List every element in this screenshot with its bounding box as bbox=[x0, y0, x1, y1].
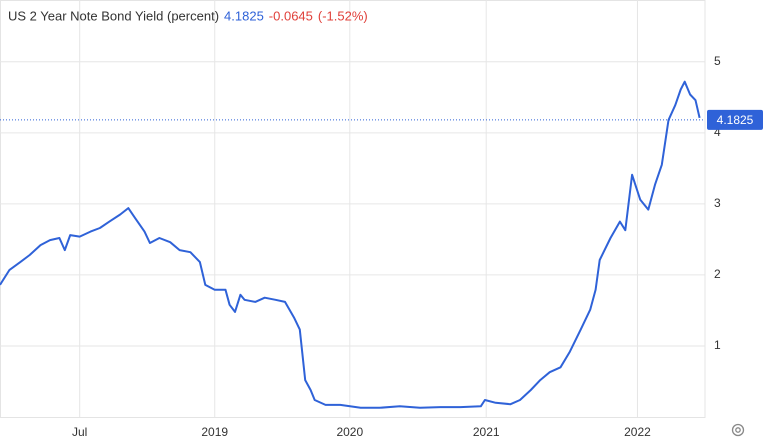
y-tick-label: 5 bbox=[714, 54, 721, 68]
settings-icon[interactable] bbox=[731, 423, 745, 437]
y-tick-label: 2 bbox=[714, 267, 721, 281]
y-tick-label: 1 bbox=[714, 338, 721, 352]
y-tick-label: 3 bbox=[714, 196, 721, 210]
change-percent: (-1.52%) bbox=[318, 8, 368, 23]
x-tick-label: 2022 bbox=[624, 425, 651, 439]
last-value-tag bbox=[707, 109, 763, 130]
chart-title: US 2 Year Note Bond Yield (percent) bbox=[8, 8, 219, 23]
series-line bbox=[0, 80, 701, 409]
last-value: 4.1825 bbox=[224, 8, 264, 23]
x-tick-label: 2019 bbox=[201, 425, 228, 439]
gear-inner[interactable] bbox=[735, 427, 741, 433]
change: -0.0645 bbox=[269, 8, 313, 23]
x-tick-label: 2021 bbox=[473, 425, 500, 439]
plot-border bbox=[0, 0, 706, 418]
gear-outer[interactable] bbox=[731, 423, 745, 437]
x-tick-label: Jul bbox=[72, 425, 87, 439]
header: US 2 Year Note Bond Yield (percent) 4.18… bbox=[8, 8, 368, 23]
y-tick-label: 4 bbox=[714, 125, 721, 139]
x-tick-label: 2020 bbox=[336, 425, 363, 439]
last-value-tag-label: 4.1825 bbox=[717, 113, 754, 127]
